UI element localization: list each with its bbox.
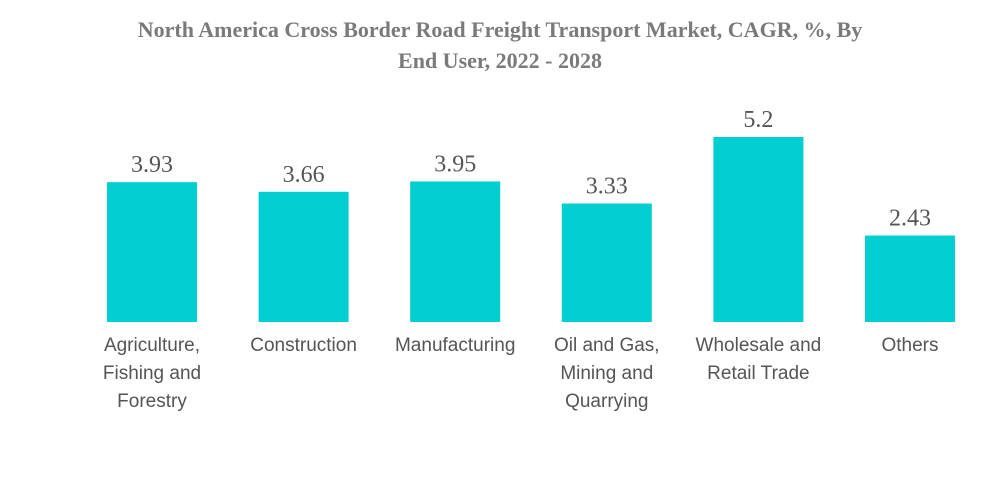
bar-2 xyxy=(410,181,501,322)
bar-4 xyxy=(713,137,804,322)
chart-title-line-1: North America Cross Border Road Freight … xyxy=(137,17,863,42)
category-label-5: Others xyxy=(881,335,938,356)
bar-0 xyxy=(107,182,197,322)
value-label-0: 3.93 xyxy=(131,152,173,178)
value-label-2: 3.95 xyxy=(434,151,476,177)
chart-title-line-2: End User, 2022 - 2028 xyxy=(398,48,602,73)
category-label-4: Wholesale and Retail Trade xyxy=(696,335,822,384)
category-label-0: Agriculture, Fishing and Forestry xyxy=(103,335,201,412)
category-label-3: Oil and Gas, Mining and Quarrying xyxy=(554,335,660,412)
category-label-3-line-0: Oil and Gas, xyxy=(554,335,660,356)
category-label-4-line-0: Wholesale and xyxy=(696,335,822,356)
category-label-1: Construction xyxy=(250,335,357,356)
bar-5 xyxy=(865,235,955,322)
category-label-5-line-0: Others xyxy=(881,335,938,356)
category-label-3-line-2: Quarrying xyxy=(565,391,648,412)
category-label-0-line-2: Forestry xyxy=(117,391,187,412)
category-label-0-line-1: Fishing and xyxy=(103,363,201,384)
value-label-5: 2.43 xyxy=(889,206,931,232)
value-label-3: 3.33 xyxy=(586,174,628,200)
category-label-2-line-0: Manufacturing xyxy=(395,335,515,356)
category-label-4-line-1: Retail Trade xyxy=(707,363,809,384)
bar-1 xyxy=(258,191,349,322)
bar-3 xyxy=(561,203,652,322)
category-label-2: Manufacturing xyxy=(395,335,515,356)
value-label-1: 3.66 xyxy=(283,162,325,188)
category-label-0-line-0: Agriculture, xyxy=(104,335,200,356)
chart-title: North America Cross Border Road Freight … xyxy=(60,14,940,76)
category-label-1-line-0: Construction xyxy=(250,335,357,356)
value-label-4: 5.2 xyxy=(743,107,773,133)
category-label-3-line-1: Mining and xyxy=(560,363,653,384)
